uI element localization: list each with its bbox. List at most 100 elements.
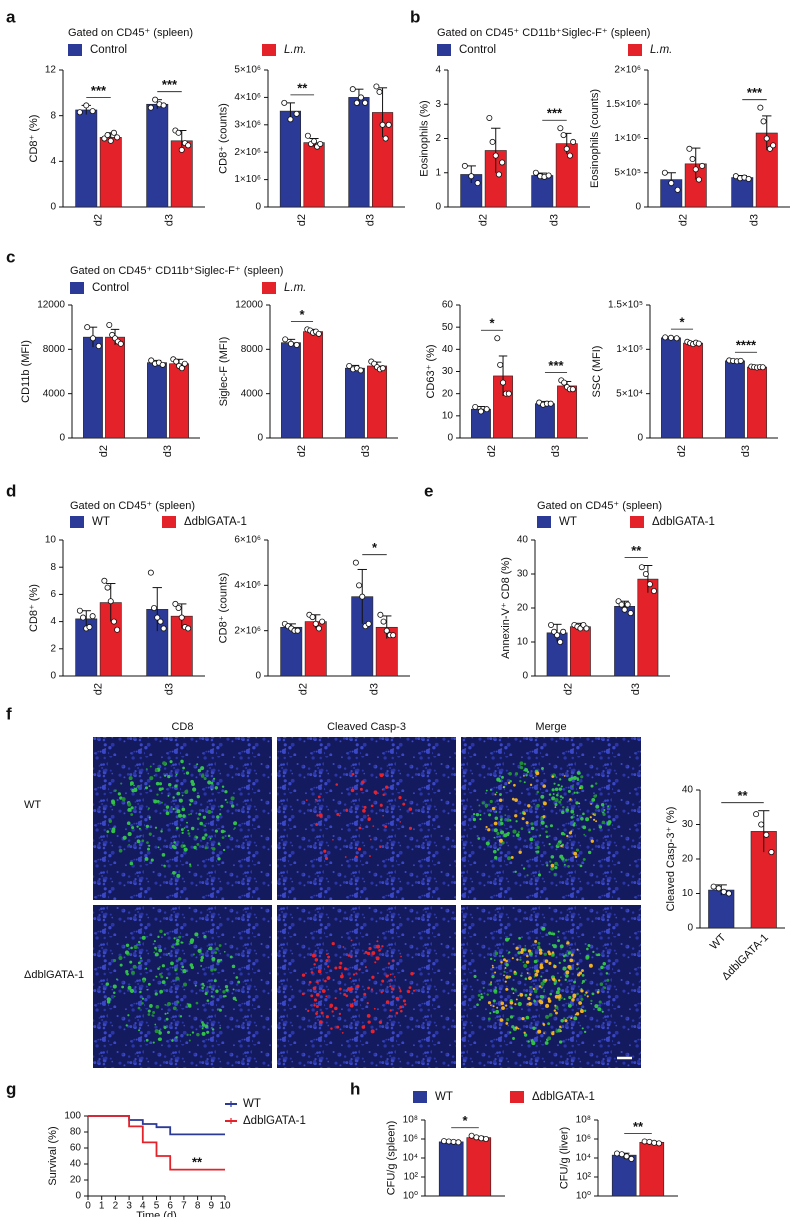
casp3-signal [565, 970, 570, 975]
casp3-signal [342, 946, 345, 948]
cd8-signal [160, 830, 163, 833]
y-tick-label: 1×10⁶ [234, 174, 261, 185]
casp3-signal [570, 1017, 573, 1020]
y-tick-label: 2×10⁶ [234, 625, 261, 636]
cd8-signal [198, 812, 202, 816]
data-point [173, 358, 180, 365]
bar [367, 365, 387, 439]
cd8-signal [194, 984, 197, 987]
cd8-signal [585, 817, 590, 822]
data-point [319, 618, 326, 625]
cd8-signal [210, 788, 213, 791]
cd8-signal [155, 975, 158, 978]
data-point [557, 639, 564, 646]
cd8-signal [605, 972, 609, 975]
data-point [566, 152, 573, 159]
casp3-signal [494, 793, 497, 796]
micrograph-signal [301, 939, 416, 1034]
cd8-signal [530, 826, 535, 831]
casp3-signal [580, 989, 584, 993]
casp3-signal [542, 784, 546, 788]
cd8-signal [508, 951, 511, 954]
cd8-signal [209, 837, 212, 840]
legend-label: WT [92, 516, 110, 528]
panel-label: d [6, 481, 16, 500]
significance-label: ** [297, 80, 308, 95]
bar [169, 363, 189, 439]
data-point [483, 406, 490, 413]
cd8-signal [211, 1028, 215, 1031]
casp3-signal [385, 1000, 390, 1004]
casp3-signal [308, 980, 312, 984]
cd8-signal [160, 801, 163, 804]
cd8-signal [163, 864, 166, 867]
data-point [759, 364, 766, 371]
panel-header: Gated on CD45⁺ CD11b⁺Siglec-F⁺ (spleen) [437, 27, 650, 39]
cd8-signal [197, 949, 200, 952]
casp3-signal [550, 863, 555, 868]
y-tick-label: 20 [442, 388, 454, 399]
cd8-signal [190, 826, 195, 831]
y-axis-title: CD8⁺ (counts) [217, 103, 229, 174]
cd8-signal [537, 945, 541, 950]
data-point [148, 357, 155, 364]
cd8-signal [113, 995, 116, 998]
y-tick-label: 100 [64, 1111, 81, 1122]
casp3-signal [534, 972, 539, 977]
casp3-signal [538, 999, 543, 1004]
y-tick-label: 40 [517, 535, 529, 546]
cd8-signal [572, 775, 577, 780]
cd8-signal [145, 824, 150, 829]
cd8-signal [167, 775, 171, 779]
significance-label: **** [736, 338, 757, 353]
cd8-signal [158, 972, 162, 976]
cd8-signal [183, 982, 188, 987]
cd8-signal [495, 791, 498, 794]
cd8-signal [211, 847, 216, 851]
casp3-signal [316, 814, 319, 817]
cd8-signal [155, 948, 158, 951]
y-tick-label: 0 [50, 671, 56, 682]
cd8-signal [583, 833, 586, 836]
cd8-signal [599, 982, 604, 986]
cd8-signal [192, 953, 195, 956]
cd8-signal [163, 1026, 167, 1029]
y-tick-label: 0 [435, 202, 441, 213]
cd8-signal [113, 958, 117, 963]
x-tick-label: d3 [740, 445, 752, 457]
cd8-signal [540, 975, 543, 978]
casp3-signal [505, 987, 509, 991]
casp3-signal [338, 987, 342, 991]
cd8-signal [217, 857, 221, 861]
cd8-signal [568, 777, 572, 782]
cd8-signal [118, 955, 123, 961]
data-point [185, 142, 192, 149]
y-tick-label: 0 [447, 433, 453, 444]
bar [639, 1141, 665, 1197]
casp3-signal [493, 821, 498, 826]
cd8-signal [551, 788, 555, 792]
cd8-signal [549, 992, 552, 996]
casp3-signal [505, 1004, 508, 1007]
casp3-signal [538, 985, 542, 988]
casp3-signal [547, 997, 551, 1001]
cd8-signal [559, 854, 564, 859]
cd8-signal [554, 866, 558, 870]
bar [146, 103, 169, 208]
cd8-signal [563, 959, 566, 962]
casp3-signal [399, 1005, 403, 1009]
data-point [294, 627, 301, 634]
y-tick-label: 12000 [37, 300, 65, 311]
casp3-signal [316, 1010, 319, 1013]
y-tick-label: 2×10⁶ [234, 147, 261, 158]
data-point [695, 176, 702, 183]
cd8-signal [562, 954, 566, 958]
data-point [147, 104, 154, 111]
cd8-signal [532, 776, 535, 779]
cd8-signal [582, 812, 585, 816]
x-tick-label: 5 [154, 1201, 160, 1212]
cd8-signal [154, 952, 159, 957]
casp3-signal [573, 995, 576, 999]
cd8-signal [216, 815, 220, 819]
cd8-signal [563, 833, 566, 836]
